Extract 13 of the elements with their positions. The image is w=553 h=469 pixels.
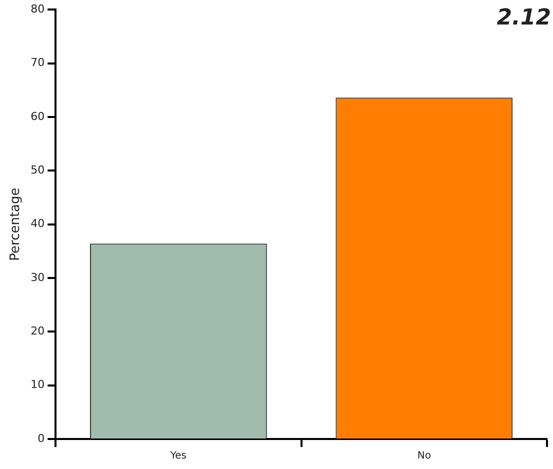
y-tick-label: 50: [30, 163, 45, 176]
x-tick-label: Yes: [169, 450, 187, 462]
chart-title: 2.12: [496, 6, 551, 31]
y-tick-label: 30: [30, 270, 45, 284]
y-tick-label: 40: [30, 217, 45, 230]
y-tick-label: 60: [30, 110, 45, 123]
y-tick-label: 20: [30, 324, 45, 338]
y-tick-label: 80: [30, 2, 45, 16]
y-tick-label: 70: [30, 56, 45, 70]
y-tick-label: 0: [38, 432, 45, 445]
y-tick-label: 10: [30, 378, 45, 392]
x-tick-label: No: [417, 450, 431, 462]
y-axis-title: Percentage: [8, 188, 24, 261]
